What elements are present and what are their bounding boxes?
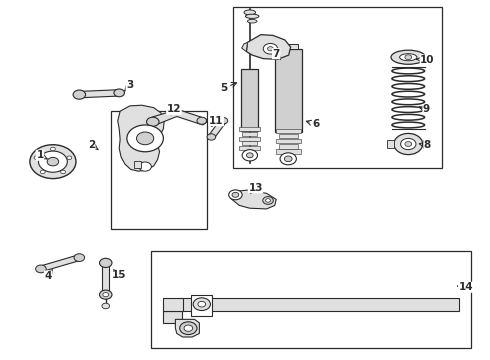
Polygon shape — [180, 298, 459, 311]
Polygon shape — [118, 105, 164, 171]
Polygon shape — [175, 319, 199, 337]
Text: 3: 3 — [125, 80, 133, 91]
Polygon shape — [208, 120, 226, 138]
Bar — [233, 7, 442, 168]
Text: 4: 4 — [45, 270, 52, 281]
Text: 7: 7 — [272, 49, 280, 59]
Bar — [239, 137, 260, 141]
Polygon shape — [163, 298, 183, 311]
Text: 15: 15 — [112, 270, 126, 280]
Circle shape — [280, 153, 296, 165]
Bar — [242, 132, 257, 136]
Bar — [239, 146, 260, 150]
Circle shape — [40, 170, 45, 174]
Bar — [151, 251, 471, 348]
Ellipse shape — [400, 54, 417, 61]
Circle shape — [184, 325, 193, 331]
Text: 2: 2 — [88, 140, 98, 150]
Circle shape — [266, 199, 270, 202]
Ellipse shape — [244, 10, 256, 15]
Circle shape — [394, 134, 423, 154]
Polygon shape — [423, 140, 430, 148]
Text: 5: 5 — [220, 82, 237, 93]
Circle shape — [34, 156, 39, 159]
Circle shape — [73, 90, 86, 99]
Polygon shape — [102, 263, 109, 294]
Polygon shape — [242, 42, 247, 51]
Circle shape — [147, 117, 159, 126]
Bar — [279, 134, 298, 139]
Circle shape — [137, 132, 154, 145]
Bar — [241, 69, 258, 131]
Circle shape — [246, 153, 253, 158]
Text: 1: 1 — [36, 150, 47, 160]
Circle shape — [284, 156, 292, 162]
Circle shape — [401, 138, 416, 150]
Circle shape — [99, 290, 112, 299]
Bar — [276, 149, 301, 154]
Circle shape — [47, 157, 59, 166]
Ellipse shape — [245, 14, 259, 18]
Text: 10: 10 — [416, 55, 435, 65]
Circle shape — [30, 145, 76, 179]
Circle shape — [207, 134, 216, 140]
Bar — [279, 44, 298, 49]
Circle shape — [180, 322, 197, 334]
Text: 13: 13 — [248, 183, 263, 193]
Circle shape — [197, 117, 207, 124]
Text: 6: 6 — [306, 119, 319, 129]
Circle shape — [198, 301, 206, 307]
Polygon shape — [231, 190, 276, 209]
Polygon shape — [79, 90, 120, 98]
Circle shape — [127, 125, 163, 152]
Polygon shape — [148, 109, 208, 126]
Circle shape — [232, 192, 239, 197]
Circle shape — [263, 197, 273, 204]
Circle shape — [242, 150, 257, 161]
Polygon shape — [246, 35, 291, 59]
Text: 14: 14 — [457, 282, 473, 292]
Circle shape — [50, 147, 55, 151]
Text: 8: 8 — [419, 140, 431, 150]
Circle shape — [36, 265, 46, 273]
Text: 11: 11 — [209, 116, 223, 126]
Circle shape — [268, 47, 273, 51]
Bar — [134, 161, 141, 168]
Circle shape — [263, 44, 278, 54]
Circle shape — [102, 303, 110, 309]
Text: 9: 9 — [419, 104, 430, 114]
Circle shape — [67, 156, 72, 159]
Circle shape — [39, 151, 67, 172]
Circle shape — [405, 141, 412, 147]
Text: 12: 12 — [167, 104, 181, 115]
Circle shape — [99, 258, 112, 267]
Circle shape — [219, 118, 228, 124]
Bar — [279, 144, 298, 149]
Bar — [242, 141, 257, 145]
Circle shape — [139, 162, 151, 171]
Polygon shape — [163, 311, 182, 323]
Bar — [276, 129, 301, 134]
Circle shape — [229, 190, 242, 200]
Ellipse shape — [391, 50, 425, 64]
Circle shape — [114, 89, 124, 97]
Polygon shape — [40, 255, 81, 271]
Bar — [111, 111, 207, 229]
Bar — [276, 139, 301, 144]
Circle shape — [74, 254, 85, 261]
Circle shape — [405, 55, 412, 60]
Bar — [275, 49, 302, 132]
Circle shape — [193, 298, 210, 311]
Bar — [191, 295, 212, 316]
Polygon shape — [387, 140, 394, 148]
Circle shape — [61, 170, 66, 174]
Ellipse shape — [247, 19, 257, 23]
Bar — [239, 127, 260, 131]
Circle shape — [103, 293, 109, 297]
